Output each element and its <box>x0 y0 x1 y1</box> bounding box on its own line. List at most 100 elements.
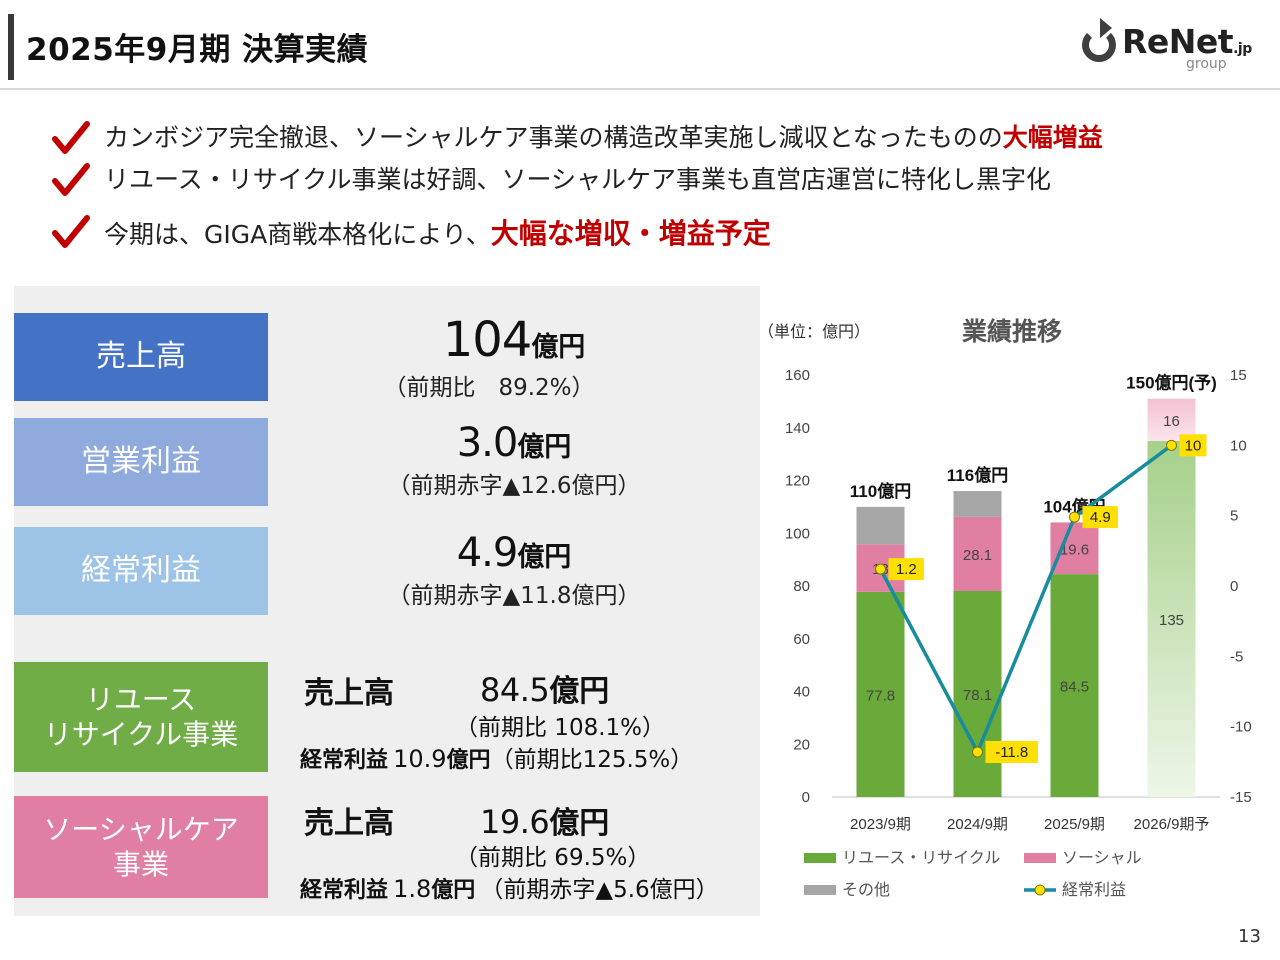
ordinary-profit-marker <box>1069 511 1080 523</box>
social-profit-value: 1.8 <box>393 875 432 903</box>
bar-data-label: 78.1 <box>963 687 992 704</box>
chart-title: 業績推移 <box>962 317 1063 346</box>
social-label-line2: 事業 <box>112 848 169 881</box>
legend-label-line: 経常利益 <box>1062 881 1126 899</box>
chart-unit-label: （単位：億円） <box>758 322 871 341</box>
social-sales-value: 19.6 <box>480 803 550 841</box>
social-profit-label: 経常利益 <box>300 878 389 903</box>
checkmark-icon <box>52 215 90 248</box>
header-divider <box>0 88 1280 90</box>
legend-label-reuse: リユース・リサイクル <box>842 849 1000 867</box>
social-sales: 19.6億円 <box>480 798 609 842</box>
line-label-box <box>888 558 924 581</box>
recycle-arrow-icon <box>1082 28 1116 62</box>
x-tick-label: 2023/9期 <box>850 816 911 833</box>
social-sales-unit: 億円 <box>549 806 610 841</box>
social-sales-sub: （前期比 69.5%） <box>455 845 651 871</box>
legend-swatch-reuse <box>804 853 836 863</box>
page-title: 2025年9月期 決算実績 <box>26 32 369 68</box>
reuse-sales-sub: （前期比 108.1%） <box>455 715 666 741</box>
reuse-label-line1: リユース <box>85 683 197 716</box>
bar-total-label: 150億円(予) <box>1126 373 1217 393</box>
legend-label-other: その他 <box>842 881 890 899</box>
reuse-profit-sub: （前期比125.5%） <box>490 747 694 773</box>
ordinary-profit-sub: （前期赤字▲11.8億円） <box>387 583 641 609</box>
bar-social <box>953 516 1002 592</box>
checkmark-icon <box>52 163 90 196</box>
bar-total-label: 110億円 <box>850 481 911 501</box>
ordinary-profit-line <box>878 443 1173 757</box>
line-label-box <box>1179 434 1207 457</box>
bullet-1-highlight: 大幅増益 <box>1002 123 1103 152</box>
social-label-line1: ソーシャルケア <box>43 813 239 846</box>
line-label-box <box>985 740 1038 763</box>
bar-other <box>953 491 1002 517</box>
ordinary-profit-marker <box>1166 439 1177 451</box>
ordinary-profit-marker <box>972 746 983 758</box>
bar-data-label: 16 <box>1163 413 1180 430</box>
y2-tick-label: -15 <box>1230 789 1252 806</box>
bullet-3-highlight: 大幅な増収・増益予定 <box>490 217 771 250</box>
reuse-profit: 経常利益 10.9億円（前期比125.5%） <box>300 740 693 774</box>
sales-unit: 億円 <box>531 332 586 363</box>
y-tick-label: 160 <box>785 367 810 384</box>
arrow-head-icon <box>1100 18 1112 38</box>
logo-group-text: group <box>1186 56 1227 72</box>
title-accent-bar <box>8 14 14 80</box>
checkmark-icon <box>52 121 90 154</box>
reuse-label-line2: リサイクル事業 <box>43 718 239 751</box>
bar-data-label: 28.1 <box>963 547 992 564</box>
y2-tick-label: 15 <box>1230 367 1247 384</box>
bar-total-label: 116億円 <box>947 465 1008 485</box>
y-tick-label: 120 <box>785 473 810 490</box>
reuse-profit-value: 10.9 <box>393 745 447 773</box>
y-tick-label: 100 <box>785 525 810 542</box>
social-sales-label: 売上高 <box>304 806 394 841</box>
page-number: 13 <box>1238 926 1261 947</box>
bullet-2-text: リユース・リサイクル事業は好調、ソーシャルケア事業も直営店運営に特化し黒字化 <box>104 165 1052 194</box>
line-data-label: 1.2 <box>896 561 917 578</box>
bar-data-label: 84.5 <box>1060 679 1089 696</box>
reuse-sales-unit: 億円 <box>549 674 610 709</box>
bar-social <box>1050 522 1099 575</box>
y-tick-label: 20 <box>793 736 810 753</box>
y2-tick-label: -10 <box>1230 719 1252 736</box>
y2-tick-label: 0 <box>1230 578 1238 595</box>
line-data-label: 10 <box>1185 437 1202 454</box>
bar-reuse <box>856 591 905 797</box>
bar-other <box>856 506 905 545</box>
line-label-box <box>1082 506 1118 529</box>
line-data-label: -11.8 <box>995 744 1028 761</box>
reuse-sales: 84.5億円 <box>480 666 609 710</box>
x-tick-label: 2024/9期 <box>947 816 1008 833</box>
bar-reuse <box>1147 440 1196 797</box>
ordinary-profit-label-box: 経常利益 <box>14 527 268 615</box>
operating-profit-kpi: 3.0億円 （前期赤字▲12.6億円） <box>268 420 760 500</box>
y2-tick-label: -5 <box>1230 648 1243 665</box>
operating-profit-sub: （前期赤字▲12.6億円） <box>387 473 641 499</box>
operating-profit-value: 3.0 <box>456 420 519 466</box>
sales-kpi: 104億円 （前期比 89.2%） <box>268 312 760 402</box>
social-profit-unit: 億円 <box>431 878 476 903</box>
social-profit-sub: （前期赤字▲5.6億円） <box>480 877 719 903</box>
sales-value: 104 <box>442 312 533 368</box>
bar-data-label: 77.8 <box>866 687 895 704</box>
legend-marker-line <box>1034 884 1046 896</box>
operating-profit-label-box: 営業利益 <box>14 418 268 506</box>
operating-profit-unit: 億円 <box>517 432 572 463</box>
x-tick-label: 2026/9期予 <box>1134 816 1210 833</box>
reuse-profit-label: 経常利益 <box>300 748 389 773</box>
reuse-sales-value: 84.5 <box>480 671 550 709</box>
renet-logo: ReNet.jp group <box>1082 18 1257 72</box>
y-tick-label: 60 <box>793 631 810 648</box>
bar-reuse <box>1050 574 1099 797</box>
bullet-1-text: カンボジア完全撤退、ソーシャルケア事業の構造改革実施し減収となったものの <box>104 123 1003 152</box>
legend-swatch-social <box>1024 853 1056 863</box>
reuse-segment-label-box: リユース リサイクル事業 <box>14 662 268 772</box>
reuse-profit-unit: 億円 <box>446 748 491 773</box>
x-tick-label: 2025/9期 <box>1044 816 1105 833</box>
y-tick-label: 80 <box>793 578 810 595</box>
bar-social <box>1147 398 1196 441</box>
line-data-label: 4.9 <box>1090 509 1111 526</box>
ordinary-profit-value: 4.9 <box>456 530 519 576</box>
